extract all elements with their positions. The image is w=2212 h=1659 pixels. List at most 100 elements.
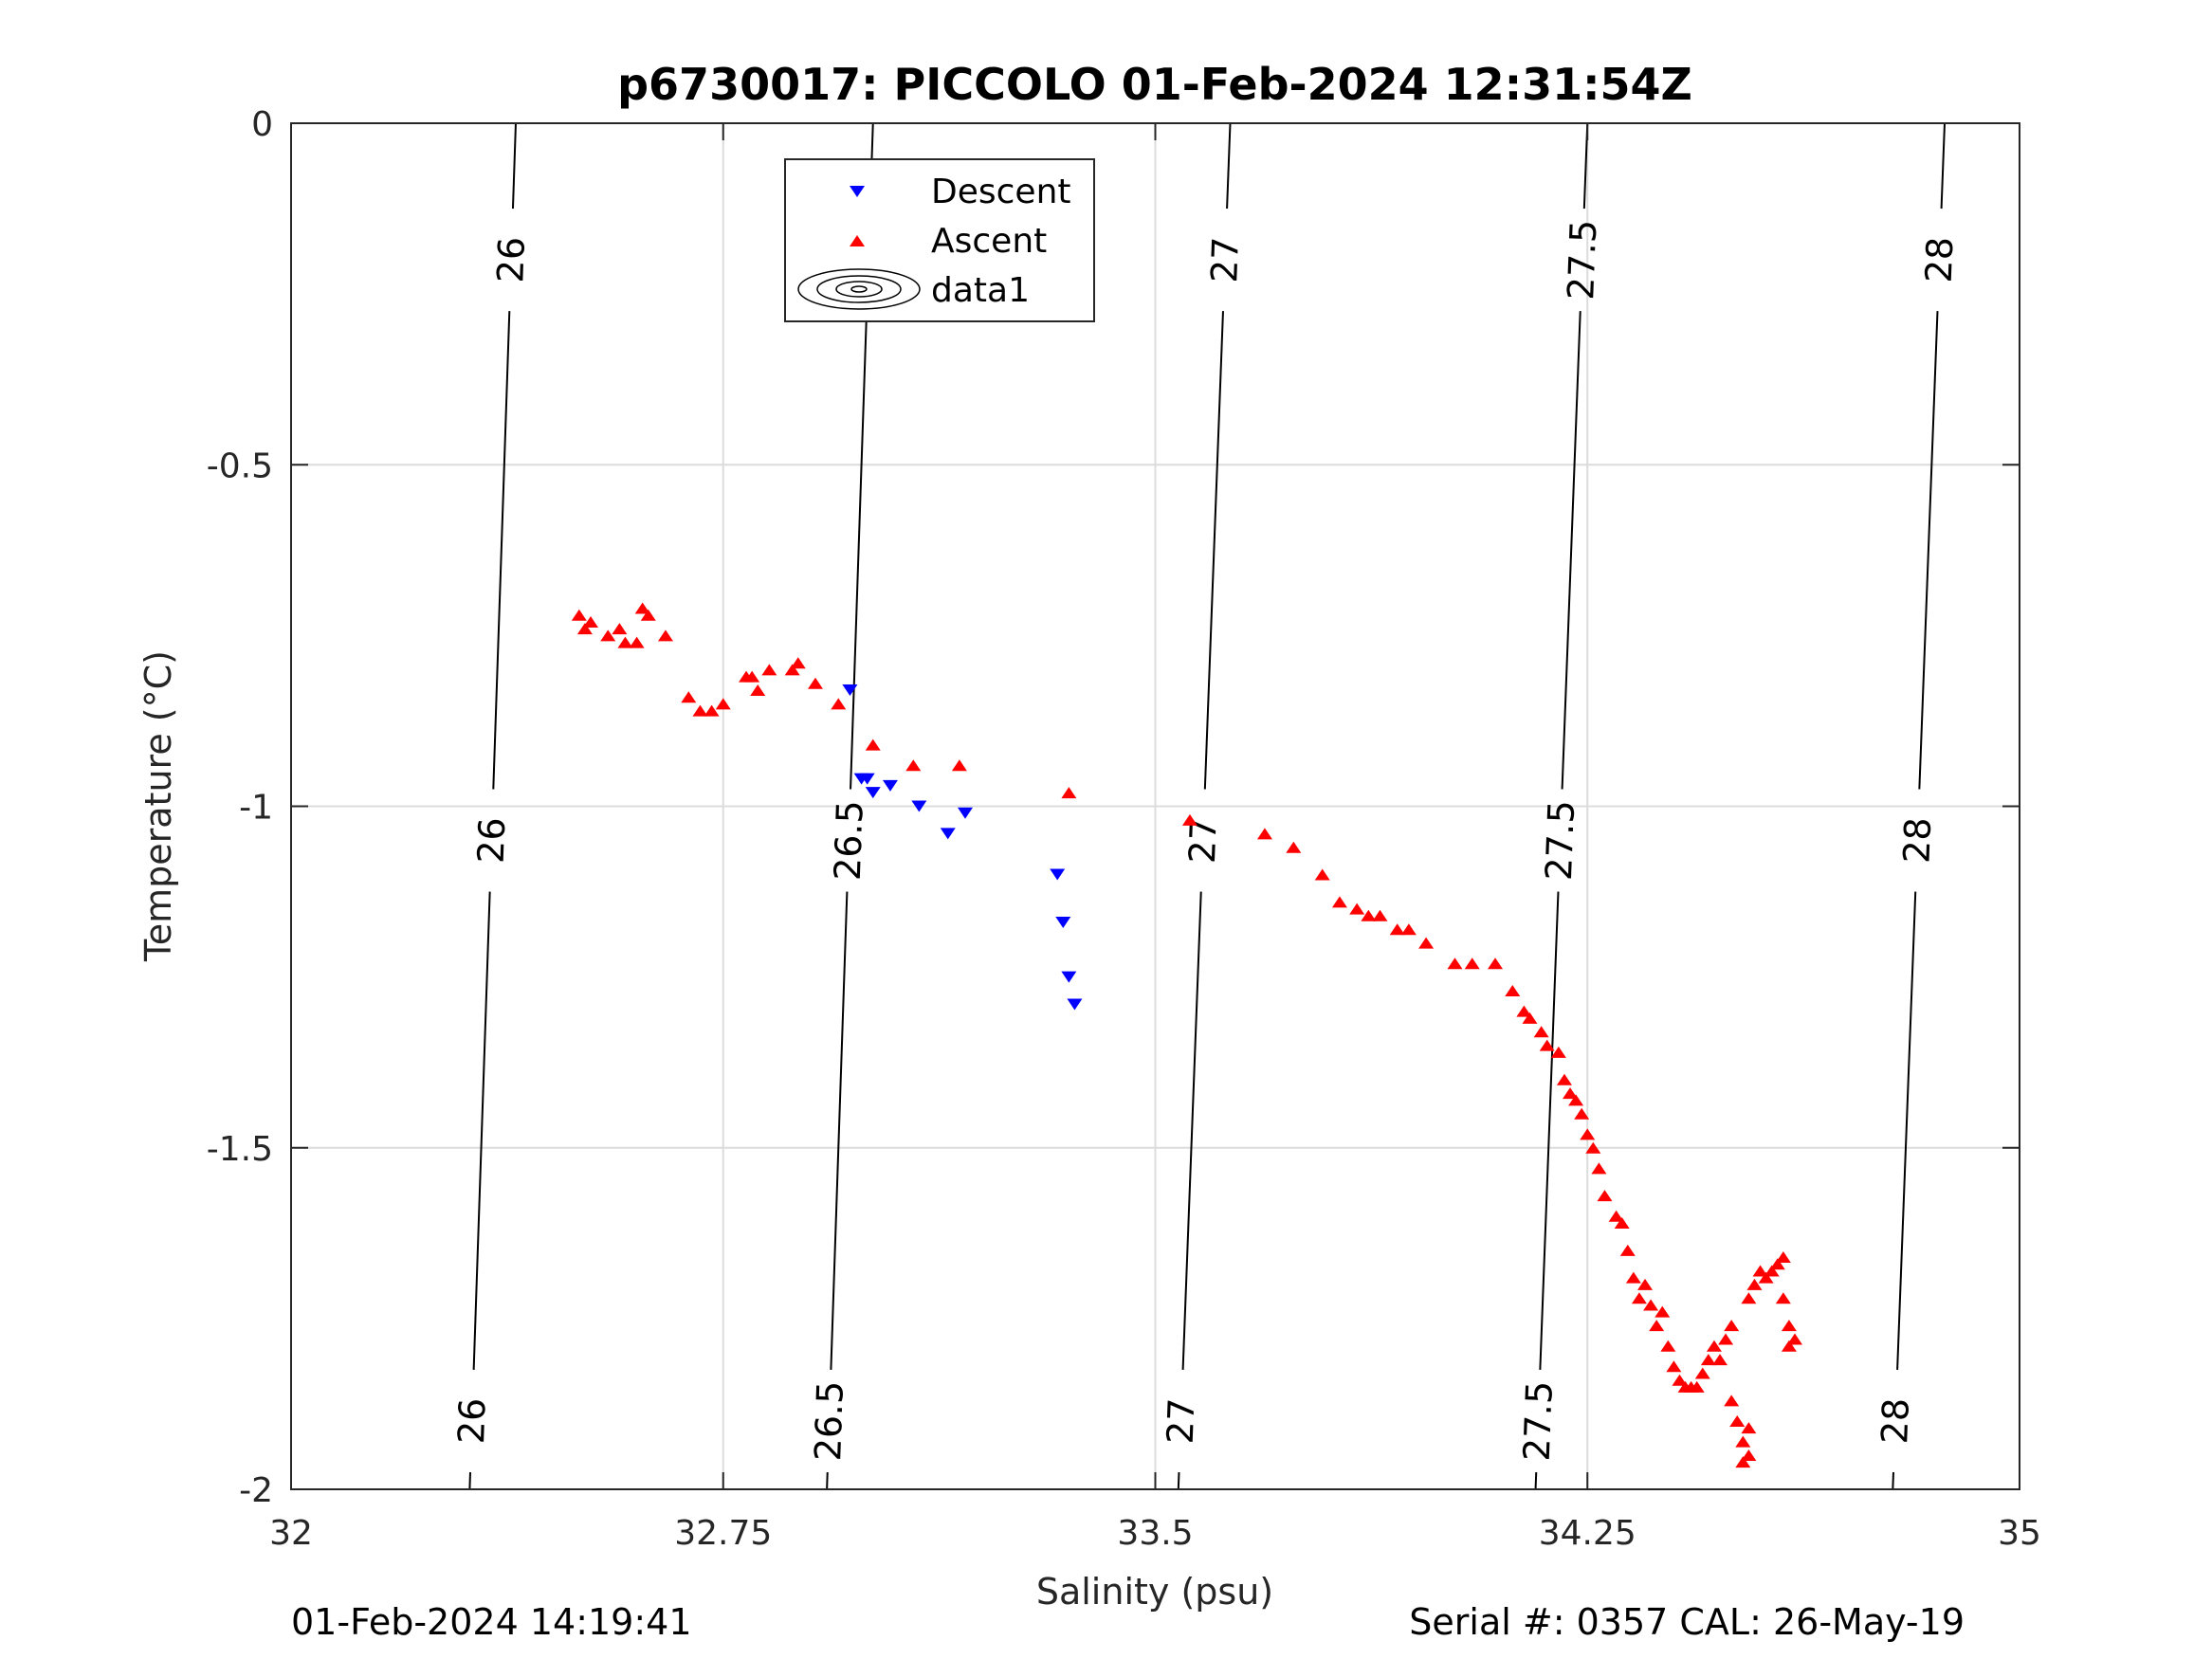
footer-timestamp: 01-Feb-2024 14:19:41: [291, 1601, 692, 1643]
descent-point: [865, 787, 881, 799]
data-points: [571, 602, 1803, 1468]
isopycnal-line: [511, 122, 517, 210]
ascent-point: [1585, 1141, 1601, 1154]
legend-ascent-label: Ascent: [931, 222, 1047, 261]
ascent-point: [1597, 1190, 1613, 1202]
isopycnal-line: [1226, 122, 1232, 210]
ascent-point: [576, 623, 593, 635]
ascent-point: [1631, 1292, 1647, 1304]
isopycnal-label: 26: [450, 1397, 494, 1445]
ascent-point: [612, 623, 628, 635]
chart-title: p6730017: PICCOLO 01-Feb-2024 12:31:54Z: [617, 59, 1692, 110]
isopycnal-line: [468, 1471, 471, 1490]
ascent-point: [1372, 909, 1388, 921]
ascent-point: [1614, 1217, 1630, 1230]
x-axis-label: Salinity (psu): [1036, 1571, 1273, 1613]
ascent-point: [1712, 1354, 1728, 1366]
ascent-point: [1625, 1271, 1641, 1284]
isopycnal-label: 26.5: [807, 1380, 851, 1462]
ascent-point: [1775, 1292, 1791, 1304]
ascent-point: [744, 670, 760, 683]
y-tick-label: -0.5: [207, 447, 273, 485]
isopycnal-line: [1896, 891, 1917, 1370]
ascent-point: [617, 636, 633, 648]
ascent-point: [1331, 896, 1347, 908]
ascent-point: [1666, 1360, 1682, 1373]
isopycnal-label: 27: [1203, 236, 1247, 283]
ascent-point: [1568, 1094, 1584, 1106]
ascent-point: [1724, 1395, 1740, 1407]
y-tick-label: 0: [251, 105, 273, 144]
ascent-point: [1539, 1039, 1555, 1051]
ascent-point: [1591, 1162, 1607, 1175]
legend-ascent-marker: [850, 235, 865, 246]
isopycnal-label: 28: [1918, 236, 1962, 283]
ascent-point: [784, 664, 800, 676]
isopycnal-label: 27.5: [1538, 799, 1582, 881]
isopycnal-label: 26: [489, 236, 533, 283]
ascent-point: [681, 691, 697, 703]
isopycnal-line: [1203, 311, 1224, 790]
ascent-point: [1718, 1333, 1734, 1345]
legend-data1-label: data1: [931, 271, 1030, 310]
ascent-point: [750, 684, 766, 697]
ascent-point: [1735, 1435, 1751, 1448]
ascent-point: [1700, 1354, 1716, 1366]
isopycnal-line: [1534, 1471, 1538, 1490]
ascent-point: [1781, 1320, 1797, 1332]
isopycnal-line: [472, 891, 491, 1370]
ascent-point: [1563, 1087, 1579, 1100]
ascent-point: [600, 629, 616, 642]
x-tick-label: 32.75: [674, 1514, 772, 1553]
descent-point: [1050, 868, 1066, 881]
ascent-point: [1061, 787, 1077, 799]
ascent-point: [634, 602, 650, 614]
descent-point: [911, 800, 927, 812]
legend-descent-label: Descent: [931, 173, 1071, 211]
isopycnal-label: 26.5: [827, 800, 871, 882]
isopycnal-line: [830, 891, 849, 1370]
x-tick-labels: 32 32.75 33.5 34.25 35: [269, 1514, 2041, 1553]
ascent-point: [865, 738, 881, 751]
y-axis-label: Temperature (°C): [137, 650, 179, 962]
isopycnal-label: 27: [1160, 1397, 1203, 1445]
isopycnal-line: [850, 311, 868, 790]
ascent-point: [1741, 1449, 1757, 1461]
isopycnal-label: 26: [470, 817, 514, 865]
ascent-point: [715, 698, 731, 710]
ascent-point: [1389, 923, 1405, 936]
ascent-point: [1741, 1292, 1757, 1304]
ascent-point: [1752, 1265, 1768, 1277]
ascent-point: [1447, 957, 1463, 970]
isopycnal-line: [492, 311, 511, 790]
ascent-point: [1741, 1422, 1757, 1434]
descent-point: [1061, 971, 1077, 983]
ascent-point: [1464, 957, 1480, 970]
ascent-point: [1361, 909, 1377, 921]
ascent-point: [1505, 985, 1521, 997]
ascent-point: [1746, 1278, 1763, 1290]
ascent-point: [1533, 1026, 1549, 1038]
ascent-point: [1522, 1012, 1538, 1024]
ascent-point: [1660, 1340, 1676, 1352]
y-tick-label: -1: [239, 789, 273, 828]
ascent-point: [1787, 1333, 1803, 1345]
ascent-point: [1400, 923, 1417, 936]
isopycnal-label: 28: [1895, 817, 1939, 865]
ascent-point: [1775, 1251, 1791, 1264]
ascent-point: [640, 609, 656, 621]
ascent-point: [692, 704, 708, 717]
ascent-point: [1694, 1367, 1710, 1379]
x-tick-label: 34.25: [1539, 1514, 1636, 1553]
x-tick-label: 35: [1998, 1514, 2041, 1553]
descent-point: [940, 828, 956, 840]
ascent-point: [1550, 1046, 1566, 1058]
x-tick-label: 32: [269, 1514, 313, 1553]
x-tick-label: 33.5: [1117, 1514, 1193, 1553]
ascent-point: [1758, 1271, 1774, 1284]
descent-point: [842, 684, 858, 697]
ascent-point: [1654, 1305, 1671, 1318]
legend: Descent Ascent data1: [784, 158, 1095, 322]
ascent-point: [1256, 828, 1272, 840]
